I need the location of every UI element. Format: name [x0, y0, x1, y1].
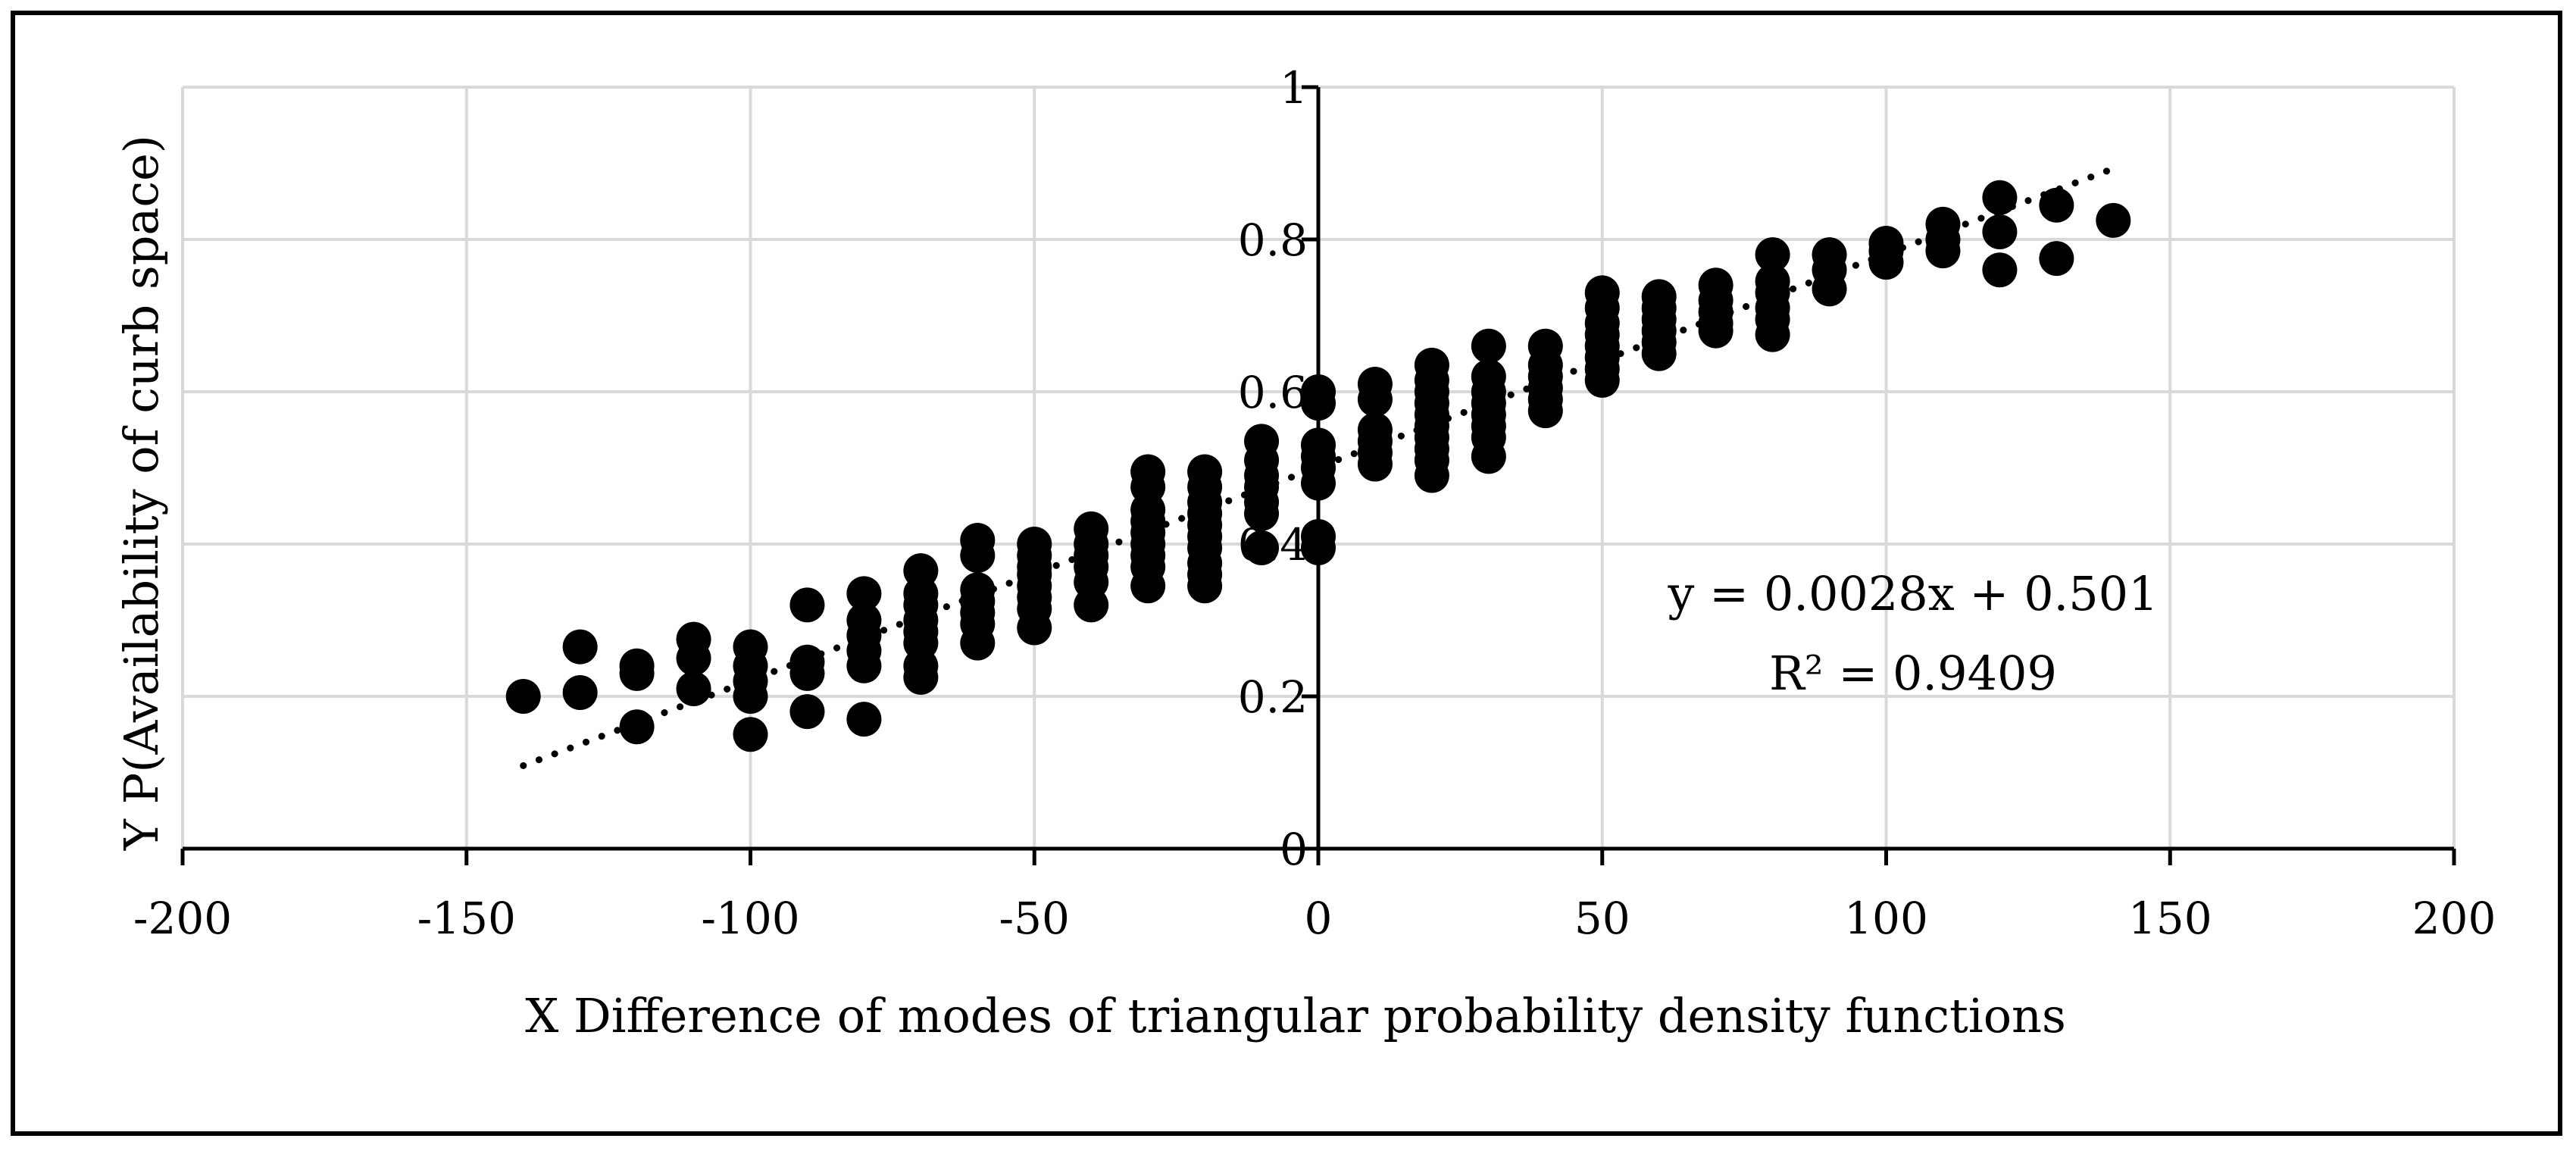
trendline-r-squared: R² = 0.9409	[1769, 646, 2057, 701]
data-point	[1357, 446, 1393, 482]
data-point	[1982, 252, 2018, 288]
data-point	[1017, 610, 1052, 646]
x-tick-label: -100	[701, 893, 799, 944]
data-point	[903, 659, 939, 695]
trendline-equation: y = 0.0028x + 0.501	[1667, 566, 2158, 621]
x-tick-label: 50	[1574, 893, 1630, 944]
data-point	[1074, 587, 1109, 623]
data-point	[1301, 465, 1336, 501]
data-point	[1812, 271, 1847, 307]
x-tick-label: 200	[2412, 893, 2496, 944]
x-tick-label: 150	[2128, 893, 2212, 944]
x-tick-label: -50	[999, 893, 1070, 944]
y-tick-label: 0.8	[1238, 214, 1308, 266]
data-point	[1471, 439, 1506, 474]
data-point	[1641, 336, 1677, 371]
data-point	[733, 717, 768, 752]
data-point	[789, 587, 825, 623]
data-point	[1698, 313, 1733, 349]
data-point	[2096, 202, 2131, 238]
data-point	[733, 679, 768, 714]
y-axis-title: Y P(Availability of curb space)	[114, 135, 169, 851]
data-point	[1755, 237, 1790, 273]
data-point	[676, 671, 711, 706]
data-point	[1755, 317, 1790, 352]
scatter-chart: -200 -150 -100 -50 0 50 100 150 200 0 0.2 0.4 0.6 0.8…	[114, 62, 2496, 1043]
data-point	[789, 655, 825, 691]
data-point	[1414, 458, 1449, 493]
data-point	[1982, 214, 2018, 249]
data-point	[1187, 568, 1223, 604]
y-tick-label: 0.2	[1238, 671, 1308, 723]
data-point	[846, 576, 882, 611]
chart-frame: -200 -150 -100 -50 0 50 100 150 200 0 0.2 0.4 0.6 0.8…	[11, 11, 2562, 1136]
x-tick-label: -150	[417, 893, 516, 944]
x-tick-label: 100	[1844, 893, 1928, 944]
data-point	[676, 640, 711, 676]
data-point	[960, 625, 996, 661]
data-point	[2039, 241, 2074, 277]
data-point	[789, 694, 825, 730]
data-point	[960, 538, 996, 574]
data-point	[1301, 386, 1336, 421]
data-point	[1357, 382, 1393, 418]
x-axis-title: X Difference of modes of triangular prob…	[525, 988, 2066, 1043]
data-points	[505, 180, 2131, 752]
data-point	[562, 629, 598, 665]
x-tick-label: 0	[1305, 893, 1333, 944]
data-point	[1868, 245, 1904, 280]
data-point	[619, 655, 655, 691]
tick-labels: -200 -150 -100 -50 0 50 100 150 200 0 0.2 0.4 0.6 0.8…	[133, 62, 2496, 944]
data-point	[1130, 568, 1166, 604]
data-point	[562, 674, 598, 710]
data-point	[1527, 393, 1563, 429]
data-point	[1982, 180, 2018, 215]
data-point	[846, 702, 882, 737]
data-point	[1301, 530, 1336, 566]
data-point	[1584, 362, 1620, 398]
x-tick-label: -200	[133, 893, 232, 944]
y-tick-label: 1	[1280, 62, 1308, 114]
y-tick-label: 0	[1280, 824, 1308, 875]
trendline	[520, 165, 2117, 769]
trendline-group	[520, 165, 2117, 769]
data-point	[505, 679, 541, 714]
data-point	[2039, 187, 2074, 223]
data-point	[846, 648, 882, 683]
data-point	[619, 709, 655, 745]
data-point	[1471, 328, 1506, 364]
data-point	[1244, 530, 1280, 566]
data-point	[1244, 496, 1280, 531]
y-tick-label: 0.6	[1238, 367, 1308, 418]
data-point	[1925, 233, 1961, 269]
y-tick-label: 0.4	[1238, 519, 1308, 571]
